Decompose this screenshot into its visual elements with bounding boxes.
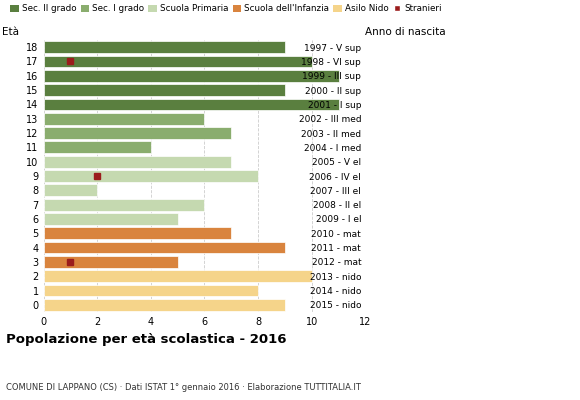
Bar [44,170,258,182]
Bar [44,70,339,82]
Legend: Sec. II grado, Sec. I grado, Scuola Primaria, Scuola dell'Infanzia, Asilo Nido, : Sec. II grado, Sec. I grado, Scuola Prim… [10,4,442,13]
Bar [44,213,177,225]
Bar [44,56,311,67]
Bar [44,184,97,196]
Bar [44,41,285,53]
Text: Anno di nascita: Anno di nascita [365,27,446,37]
Bar [44,113,204,125]
Bar [44,199,204,210]
Bar [44,299,285,311]
Bar [44,127,231,139]
Bar [44,84,285,96]
Bar [44,242,285,254]
Bar [44,285,258,296]
Text: COMUNE DI LAPPANO (CS) · Dati ISTAT 1° gennaio 2016 · Elaborazione TUTTITALIA.IT: COMUNE DI LAPPANO (CS) · Dati ISTAT 1° g… [6,383,361,392]
Bar [44,142,151,153]
Bar [44,256,177,268]
Text: Popolazione per età scolastica - 2016: Popolazione per età scolastica - 2016 [6,333,287,346]
Text: Età: Età [2,27,19,37]
Bar [44,227,231,239]
Bar [44,98,339,110]
Bar [44,270,311,282]
Bar [44,156,231,168]
